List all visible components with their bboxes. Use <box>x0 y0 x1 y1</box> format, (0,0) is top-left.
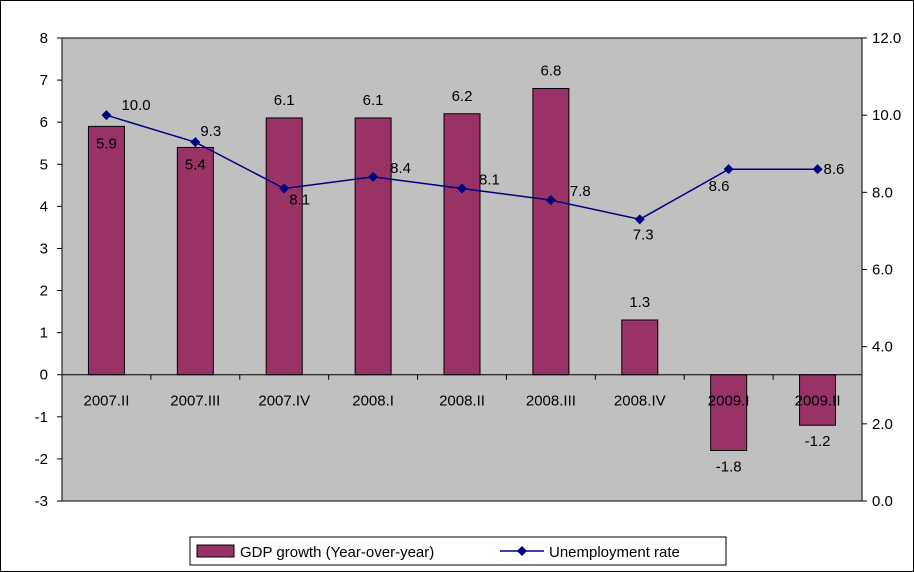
gdp-data-label: 1.3 <box>629 294 650 311</box>
y-left-tick-label: -3 <box>35 493 48 510</box>
unemployment-point-2008-iv <box>634 214 645 225</box>
y-left-tick-label: 4 <box>40 198 48 215</box>
legend-label-gdp-growth: GDP growth (Year-over-year) <box>240 544 434 561</box>
y-right-tick-label: 12.0 <box>872 30 901 47</box>
legend: GDP growth (Year-over-year) Unemployment… <box>189 536 727 566</box>
x-tick-label: 2007.II <box>84 393 130 410</box>
y-left-tick-label: 0 <box>40 367 48 384</box>
unemployment-data-label: 8.4 <box>390 160 411 177</box>
legend-box <box>189 536 727 566</box>
unemployment-data-label: 8.6 <box>709 178 730 195</box>
unemployment-point-2008-i <box>368 171 379 182</box>
y-left-tick-label: 3 <box>40 240 48 257</box>
unemployment-point-2007-ii <box>101 110 112 121</box>
x-tick-label: 2008.II <box>439 393 485 410</box>
unemployment-point-2009-ii <box>812 164 823 175</box>
unemployment-point-2007-iii <box>190 137 201 148</box>
unemployment-data-label: 10.0 <box>121 97 150 114</box>
y-left-tick-label: 8 <box>40 30 48 47</box>
gdp-data-label: 6.2 <box>452 88 473 105</box>
bar-2008-ii <box>443 113 481 376</box>
y-right-tick-label: 10.0 <box>872 107 901 124</box>
legend-diamond-marker <box>517 546 527 556</box>
y-right-tick-label: 4.0 <box>872 339 893 356</box>
unemployment-data-label: 7.8 <box>570 183 591 200</box>
x-tick-label: 2007.III <box>170 393 220 410</box>
y-right-tick-label: 8.0 <box>872 184 893 201</box>
unemployment-point-2009-i <box>723 164 734 175</box>
data-labels: 5.9 5.4 6.1 6.1 6.2 6.8 1.3 -1.8 -1.2 10.0 9.3 8.1 8… <box>96 63 844 476</box>
axes: 8 7 6 5 4 3 2 1 0 -1 -2 -3 12.0 10.0 8.0 6.0 4.0 2.0 0.0 20… <box>35 30 902 510</box>
bar-2009-i <box>710 374 748 451</box>
unemployment-data-label: 8.1 <box>289 191 310 208</box>
gdp-data-label: 6.8 <box>540 63 561 80</box>
unemployment-data-label: 9.3 <box>200 123 221 140</box>
x-tick-label: 2008.I <box>352 393 394 410</box>
x-tick-label: 2009.I <box>708 393 750 410</box>
y-right-tick-label: 2.0 <box>872 416 893 433</box>
gdp-data-label: 6.1 <box>274 92 295 109</box>
bar-2008-i <box>354 117 392 376</box>
y-left-tick-label: 1 <box>40 325 48 342</box>
y-right-tick-label: 0.0 <box>872 493 893 510</box>
unemployment-data-label: 8.1 <box>479 171 500 188</box>
bar-2007-iii <box>176 146 214 376</box>
y-left-tick-label: 6 <box>40 114 48 131</box>
y-left-tick-label: -1 <box>35 409 48 426</box>
unemployment-point-2008-iii <box>545 195 556 206</box>
gdp-data-label: 6.1 <box>363 92 384 109</box>
gdp-data-label: 5.4 <box>185 156 206 173</box>
y-left-tick-label: 7 <box>40 72 48 89</box>
unemployment-point-2007-iv <box>279 183 290 194</box>
y-left-tick-label: 5 <box>40 156 48 173</box>
unemployment-data-label: 8.6 <box>824 161 845 178</box>
x-tick-label: 2008.IV <box>614 393 666 410</box>
y-left-tick-label: 2 <box>40 283 48 300</box>
gdp-data-label: -1.8 <box>716 458 742 475</box>
unemployment-point-2008-ii <box>457 183 467 194</box>
y-right-tick-label: 6.0 <box>872 262 893 279</box>
bar-2009-ii <box>799 374 837 426</box>
bar-2008-iv <box>621 319 659 376</box>
legend-bar-swatch <box>196 544 235 558</box>
unemployment-data-label: 7.3 <box>633 226 654 243</box>
bar-2007-iv <box>265 117 303 376</box>
x-tick-label: 2009.II <box>795 393 841 410</box>
legend-label-unemployment-rate: Unemployment rate <box>549 544 680 561</box>
gdp-data-label: -1.2 <box>805 433 831 450</box>
gdp-data-label: 5.9 <box>96 135 117 152</box>
x-tick-label: 2008.III <box>526 393 576 410</box>
line-series <box>101 110 823 225</box>
bar-2008-iii <box>532 88 570 376</box>
bar-series <box>87 88 837 451</box>
bar-2007-ii <box>87 125 125 376</box>
y-left-tick-label: -2 <box>35 451 48 468</box>
x-tick-label: 2007.IV <box>258 393 310 410</box>
